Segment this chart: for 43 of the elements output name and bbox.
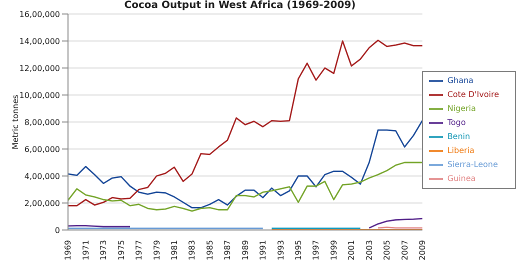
- x-tick-label: 1983: [188, 240, 197, 260]
- y-tick-label: 10,00,000: [19, 90, 60, 100]
- x-tick-label: 2003: [364, 240, 374, 260]
- y-tick-label: 8,00,000: [24, 118, 60, 127]
- x-tick-label: 2001: [347, 240, 356, 260]
- x-tick-label: 1969: [64, 240, 73, 260]
- y-axis-title: Metric tonnes: [10, 94, 20, 150]
- x-tick-label: 2007: [400, 240, 410, 260]
- x-tick-label: 1997: [312, 240, 321, 260]
- x-tick-label: 1981: [170, 240, 179, 260]
- x-tick-label: 1971: [81, 240, 90, 260]
- x-tick-label: 2005: [382, 240, 392, 260]
- x-tick-label: 1995: [294, 240, 303, 260]
- x-tick-label: 1979: [152, 240, 162, 260]
- line-series: [67, 40, 424, 206]
- x-tick-label: 2009: [418, 240, 427, 260]
- y-tick-label: 2,00,000: [24, 198, 60, 208]
- y-tick-label: 14,00,000: [19, 36, 60, 46]
- x-tick-label: 1975: [116, 240, 126, 260]
- x-tick-label: 1987: [223, 240, 232, 260]
- x-tick-label: 1993: [276, 240, 286, 260]
- legend-label: Togo: [447, 118, 466, 128]
- x-tick-label: 1991: [258, 240, 268, 260]
- y-tick-label: 16,00,000: [19, 10, 60, 19]
- legend-label: Liberia: [447, 146, 474, 156]
- x-tick-label: 1985: [205, 240, 214, 260]
- x-tick-label: 1989: [240, 240, 250, 260]
- x-tick-label: 1973: [99, 240, 108, 260]
- line-series: [67, 120, 424, 208]
- y-tick-label: 6,00,000: [24, 144, 60, 154]
- x-tick-label: 1977: [134, 240, 144, 260]
- legend-label: Sierra-Leone: [447, 160, 498, 170]
- x-tick-label: 1999: [329, 240, 338, 260]
- legend-label: Cote D'Ivoire: [447, 90, 499, 100]
- y-tick-label: 12,00,000: [19, 64, 60, 73]
- line-series: [67, 162, 424, 212]
- y-tick-label: 4,00,000: [24, 172, 60, 181]
- legend-label: Ghana: [447, 76, 474, 86]
- legend-label: Benin: [447, 132, 470, 142]
- y-tick-label: 0: [54, 226, 60, 235]
- chart-title: Cocoa Output in West Africa (1969-2009): [123, 0, 357, 11]
- legend-label: Nigeria: [447, 104, 476, 114]
- legend-label: Guinea: [447, 174, 476, 184]
